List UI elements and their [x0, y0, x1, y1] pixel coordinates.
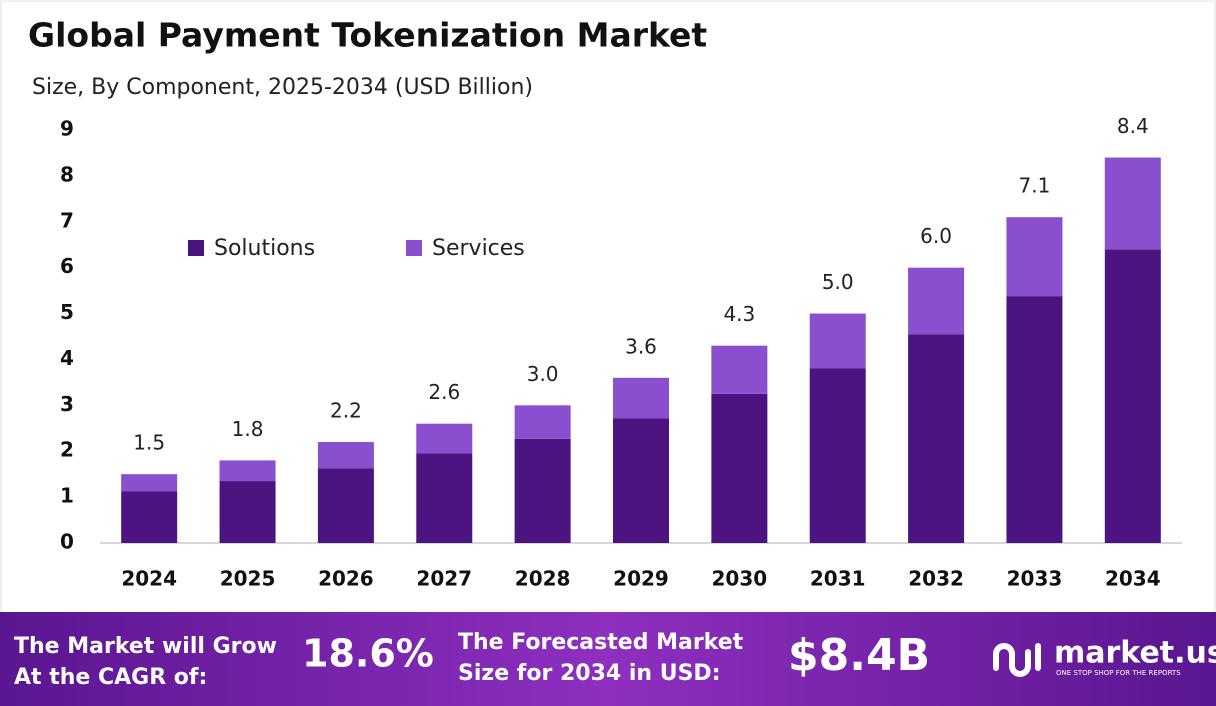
value-label: 1.5 — [133, 431, 165, 455]
footer-band — [0, 612, 1216, 706]
value-label: 1.8 — [232, 417, 264, 441]
value-label: 2.6 — [428, 380, 460, 404]
bar-segment — [416, 423, 473, 454]
value-label: 7.1 — [1019, 174, 1051, 198]
value-label: 8.4 — [1117, 114, 1149, 138]
bar-segment — [317, 468, 374, 543]
logo: market.us — [1054, 636, 1216, 671]
cagr-label: The Market will Grow — [14, 634, 277, 659]
x-tick-label: 2029 — [613, 567, 669, 591]
bar-segment — [711, 345, 768, 394]
tagline: ONE STOP SHOP FOR THE REPORTS — [1056, 669, 1181, 677]
bar-segment — [908, 267, 965, 335]
bar-segment — [908, 334, 965, 543]
y-tick-label: 1 — [60, 484, 74, 508]
y-tick-label: 6 — [60, 254, 74, 278]
logo-icon — [993, 643, 1041, 677]
x-tick-label: 2024 — [121, 567, 177, 591]
forecast-value: $8.4B — [788, 630, 930, 681]
bar-segment — [1104, 249, 1161, 544]
y-tick-label: 0 — [60, 530, 74, 554]
y-tick-label: 4 — [60, 346, 74, 370]
value-label: 6.0 — [920, 224, 952, 248]
value-label: 4.3 — [723, 302, 755, 326]
chart-title: Global Payment Tokenization Market — [28, 16, 707, 55]
bar-segment — [711, 393, 768, 543]
y-tick-label: 9 — [60, 117, 74, 141]
y-tick-label: 5 — [60, 300, 74, 324]
x-tick-label: 2034 — [1105, 567, 1161, 591]
value-label: 5.0 — [822, 270, 854, 294]
value-label: 3.0 — [527, 362, 559, 386]
bar-segment — [219, 481, 276, 543]
x-tick-label: 2031 — [810, 567, 866, 591]
x-tick-label: 2028 — [515, 567, 571, 591]
x-tick-label: 2026 — [318, 567, 374, 591]
y-tick-label: 8 — [60, 162, 74, 186]
forecast-label: Size for 2034 in USD: — [458, 661, 721, 686]
bar-segment — [1006, 217, 1063, 297]
y-tick-label: 2 — [60, 438, 74, 462]
x-tick-label: 2030 — [712, 567, 768, 591]
x-tick-label: 2027 — [416, 567, 472, 591]
bar-segment — [809, 368, 866, 543]
bar-segment — [121, 474, 178, 492]
x-tick-label: 2032 — [908, 567, 964, 591]
bar-segment — [1006, 296, 1063, 543]
bar-segment — [613, 377, 669, 419]
legend-label: Services — [432, 236, 525, 261]
legend-swatch — [188, 240, 204, 256]
bar-segment — [1104, 157, 1161, 250]
y-tick-label: 7 — [60, 208, 74, 232]
x-tick-label: 2033 — [1007, 567, 1063, 591]
bar-segment — [809, 313, 866, 369]
bar-segment — [514, 438, 571, 543]
forecast-label: The Forecasted Market — [458, 630, 744, 655]
bar-segment — [317, 442, 374, 469]
legend-label: Solutions — [214, 236, 315, 261]
cagr-label: At the CAGR of: — [14, 665, 207, 690]
value-label: 2.2 — [330, 399, 362, 423]
bar-segment — [416, 453, 473, 543]
bar-segment — [219, 460, 276, 482]
x-tick-label: 2025 — [220, 567, 276, 591]
bar-segment — [514, 405, 571, 439]
bar-segment — [121, 491, 178, 543]
legend-swatch — [406, 240, 422, 256]
bar-segment — [613, 418, 669, 543]
value-label: 3.6 — [625, 334, 657, 358]
chart-subtitle: Size, By Component, 2025-2034 (USD Billi… — [32, 75, 533, 100]
cagr-value: 18.6% — [302, 632, 434, 676]
y-tick-label: 3 — [60, 392, 74, 416]
